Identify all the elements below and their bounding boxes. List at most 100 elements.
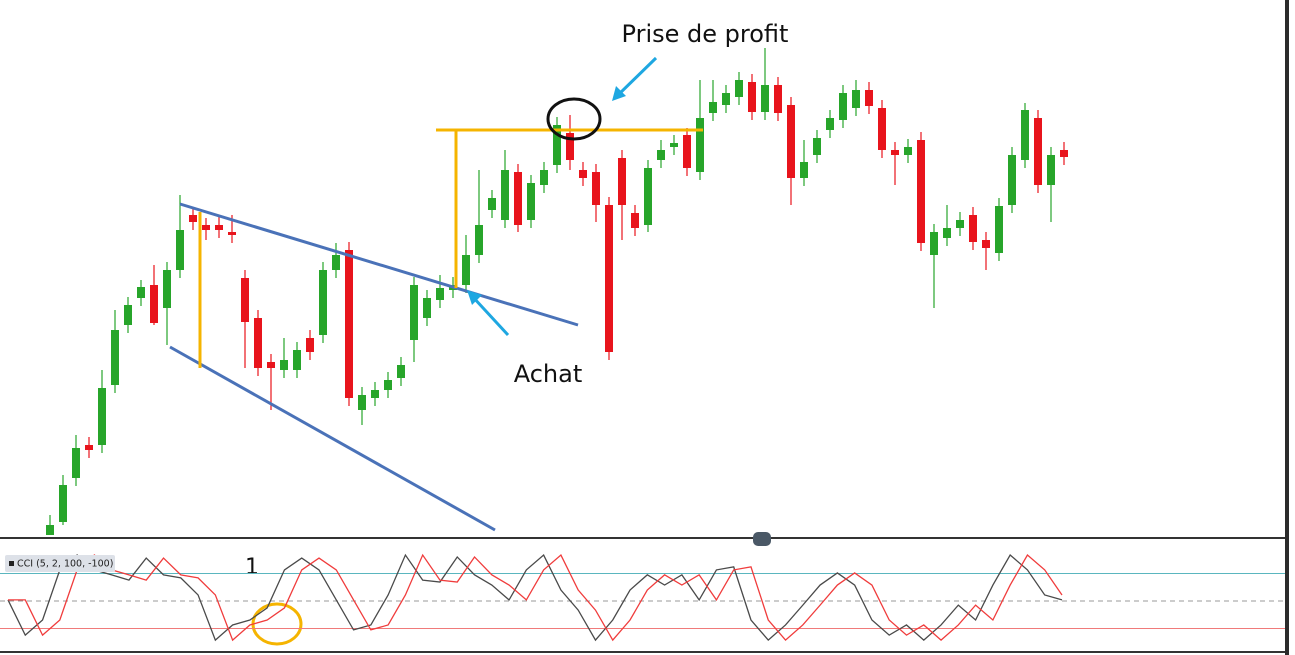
candle-body — [280, 360, 288, 370]
candle-body — [46, 525, 54, 535]
candle-body — [85, 445, 93, 450]
candle-body — [1021, 110, 1029, 160]
candle-body — [748, 82, 756, 112]
candle-body — [423, 298, 431, 318]
trend-line — [169, 345, 496, 532]
candle-body — [878, 108, 886, 150]
candle-body — [982, 240, 990, 248]
candle-body — [995, 206, 1003, 253]
candle-body — [540, 170, 548, 185]
candle-body — [228, 232, 236, 235]
candle-body — [345, 250, 353, 398]
candle-body — [293, 350, 301, 370]
candle-body — [761, 85, 769, 112]
candle-body — [254, 318, 262, 368]
candle-body — [579, 170, 587, 178]
candle-body — [527, 183, 535, 220]
candle-body — [735, 80, 743, 97]
candle-body — [865, 90, 873, 106]
arrow-head — [612, 86, 626, 101]
candle-body — [618, 158, 626, 205]
candle-body — [1008, 155, 1016, 205]
candle-body — [397, 365, 405, 378]
candle-body — [176, 230, 184, 270]
annotation: 1 — [245, 555, 259, 580]
candle-body — [709, 102, 717, 113]
candle-body — [371, 390, 379, 398]
candle-body — [826, 118, 834, 130]
candle-body — [332, 255, 340, 270]
candle-body — [956, 220, 964, 228]
candle-body — [72, 448, 80, 478]
candle-body — [462, 255, 470, 285]
arrow-head — [467, 290, 482, 305]
candle-body — [488, 198, 496, 210]
candle-body — [1034, 118, 1042, 185]
candle-body — [904, 147, 912, 155]
scrollbar — [1285, 0, 1289, 655]
candle-body — [215, 225, 223, 230]
resize-handle[interactable] — [753, 532, 771, 546]
candle-body — [670, 143, 678, 147]
indicator-legend — [5, 555, 115, 572]
candle-body — [514, 172, 522, 225]
highlight-circle — [251, 602, 303, 646]
candle-body — [1060, 150, 1068, 157]
candle-body — [852, 90, 860, 108]
candle-body — [696, 118, 704, 172]
candle-body — [644, 168, 652, 225]
candle-body — [111, 330, 119, 385]
candle-body — [306, 338, 314, 352]
cci-line — [8, 553, 1063, 642]
candle-body — [774, 85, 782, 113]
candle-body — [839, 93, 847, 120]
candle-body — [98, 388, 106, 445]
candle-body — [137, 287, 145, 298]
candle-body — [241, 278, 249, 322]
price-panel — [46, 48, 1068, 535]
candle-body — [501, 170, 509, 220]
candle-body — [59, 485, 67, 522]
indicator-panel — [0, 553, 1285, 642]
indicator-label: CCI (5, 2, 100, -100) — [17, 559, 113, 570]
candle-body — [358, 395, 366, 410]
candle-body — [917, 140, 925, 243]
candle-body — [475, 225, 483, 255]
highlight-circle — [546, 97, 602, 141]
candle-body — [436, 288, 444, 300]
candle-body — [969, 215, 977, 242]
candle-body — [930, 232, 938, 255]
candle-body — [553, 125, 561, 165]
candle-body — [605, 205, 613, 352]
candle-body — [787, 105, 795, 178]
candle-body — [319, 270, 327, 335]
candle-body — [267, 362, 275, 368]
candle-body — [683, 135, 691, 168]
candle-body — [631, 213, 639, 228]
cci-line — [7, 553, 1063, 642]
candle-body — [124, 305, 132, 325]
candle-body — [566, 133, 574, 160]
candle-body — [202, 225, 210, 230]
candle-body — [800, 162, 808, 178]
arrow — [470, 294, 510, 337]
candle-body — [813, 138, 821, 155]
drawings — [169, 56, 703, 646]
candle-body — [150, 285, 158, 323]
candle-body — [592, 172, 600, 205]
candle-body — [410, 285, 418, 340]
candle-body — [163, 270, 171, 308]
legend-icon — [9, 561, 14, 566]
trend-line — [179, 202, 579, 327]
candle-body — [384, 380, 392, 390]
candle-body — [657, 150, 665, 160]
candle-body — [891, 150, 899, 155]
candle-body — [722, 93, 730, 105]
annotation: Achat — [514, 360, 583, 388]
arrow — [614, 56, 658, 99]
annotation: Prise de profit — [622, 20, 789, 48]
candle-body — [943, 228, 951, 238]
candle-body — [189, 215, 197, 222]
